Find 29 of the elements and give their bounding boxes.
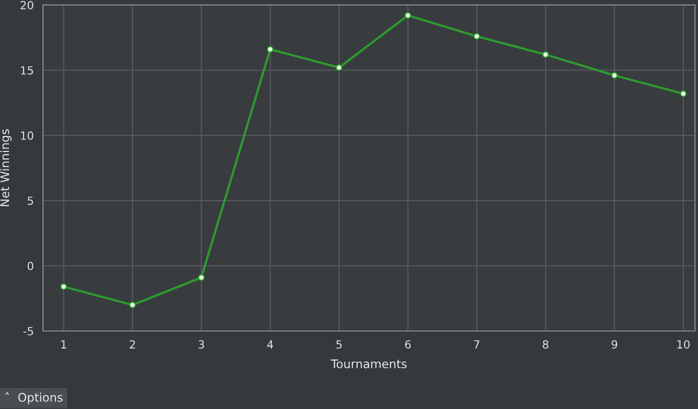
x-tick-label: 1 [61, 340, 66, 348]
point [611, 72, 618, 79]
point [473, 32, 480, 40]
point [266, 46, 274, 53]
y-tick-label: 10 [21, 131, 34, 140]
y-tick-label: 15 [21, 66, 33, 75]
x-tick-label: 7 [474, 340, 480, 348]
point [404, 12, 412, 19]
x-tick-label: 10 [677, 340, 690, 349]
y-tick-label: 5 [28, 196, 33, 205]
point [60, 283, 67, 290]
point [680, 90, 687, 97]
x-tick-label: 2 [130, 340, 135, 348]
point [336, 64, 342, 71]
text: ˄ Options [5, 392, 63, 404]
x-tick-label: 6 [405, 340, 411, 349]
y-axis-title: Net Winnings [0, 129, 12, 206]
point [129, 302, 136, 308]
point [542, 51, 549, 58]
x-tick-label: 8 [542, 340, 548, 349]
y-tick-label: 0 [28, 262, 34, 270]
x-tick-label: 4 [267, 340, 274, 348]
y-tick-label: 20 [20, 0, 34, 10]
x-axis-title: Tournaments [330, 359, 407, 368]
x-tick-label: 9 [612, 340, 618, 349]
point [198, 274, 205, 281]
y-tick-label: -5 [23, 327, 33, 336]
x-tick-label: 5 [336, 340, 342, 349]
x-tick-label: 3 [198, 340, 204, 349]
